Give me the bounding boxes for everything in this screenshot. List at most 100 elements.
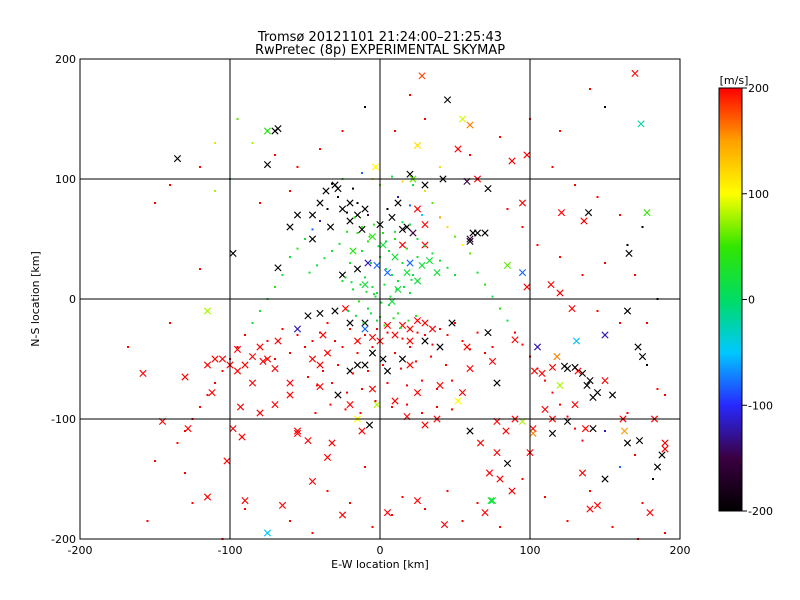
- data-point-dot: [484, 352, 486, 354]
- data-point-dot: [344, 408, 347, 411]
- data-point-x-marker: [601, 377, 609, 385]
- data-point-dot: [445, 364, 447, 366]
- data-point-dot: [446, 334, 449, 336]
- data-point-dot: [391, 406, 393, 408]
- data-point-dot: [634, 454, 636, 456]
- data-point-dot: [400, 367, 402, 370]
- data-point-x-marker: [398, 225, 407, 233]
- data-point-x-marker: [271, 401, 279, 409]
- data-point-dot: [386, 331, 389, 334]
- data-point-x-marker: [403, 269, 411, 277]
- data-point-dot: [326, 208, 329, 210]
- data-point-x-marker: [353, 361, 362, 369]
- data-point-x-marker: [623, 307, 632, 315]
- data-point-x-marker: [346, 319, 354, 327]
- data-point-x-marker: [601, 331, 609, 339]
- data-point-x-marker: [409, 229, 417, 237]
- data-point-x-marker: [421, 337, 429, 345]
- data-point-x-marker: [586, 377, 594, 385]
- data-point-x-marker: [238, 433, 246, 441]
- data-point-dot: [401, 221, 404, 224]
- data-point-dot: [544, 379, 546, 382]
- data-point-x-marker: [323, 349, 332, 357]
- data-point-dot: [376, 328, 378, 330]
- data-point-dot: [377, 245, 380, 248]
- data-point-dot: [395, 288, 398, 291]
- data-point-x-marker: [323, 453, 332, 461]
- data-point-dot: [421, 412, 423, 414]
- data-point-x-marker: [394, 199, 402, 207]
- data-point-dot: [214, 382, 216, 384]
- data-point-dot: [559, 130, 561, 132]
- data-point-x-marker: [541, 405, 549, 413]
- data-point-x-marker: [256, 343, 264, 351]
- data-point-dot: [199, 406, 201, 408]
- data-point-dot: [664, 532, 666, 534]
- data-point-dot: [380, 301, 383, 304]
- data-point-dot: [337, 196, 339, 198]
- data-point-dot: [370, 312, 372, 315]
- data-point-dot: [365, 290, 368, 293]
- data-point-dot: [446, 490, 449, 492]
- data-point-x-marker: [484, 185, 492, 193]
- data-point-x-marker: [458, 389, 467, 397]
- data-point-x-marker: [406, 361, 414, 369]
- data-point-dot: [361, 388, 363, 390]
- data-point-dot: [401, 180, 404, 183]
- data-point-dot: [469, 252, 471, 255]
- data-point-dot: [289, 520, 291, 522]
- data-point-x-marker: [263, 529, 272, 537]
- data-point-dot: [424, 334, 426, 336]
- colorbar-tick-label: -100: [748, 399, 773, 412]
- data-point-x-marker: [443, 96, 452, 104]
- data-point-dot: [371, 346, 374, 348]
- data-point-x-marker: [484, 329, 492, 337]
- data-point-dot: [385, 240, 387, 243]
- x-tick-label: 0: [377, 544, 384, 557]
- data-point-dot: [364, 466, 366, 468]
- data-point-dot: [304, 346, 306, 348]
- data-point-dot: [394, 230, 396, 233]
- data-point-dot: [251, 142, 254, 144]
- data-point-x-marker: [349, 247, 357, 255]
- data-point-dot: [491, 295, 494, 298]
- data-point-x-marker: [503, 261, 512, 269]
- data-point-x-marker: [634, 343, 642, 351]
- data-point-dot: [367, 370, 369, 372]
- data-point-x-marker: [548, 363, 557, 371]
- data-point-dot: [430, 355, 432, 358]
- data-point-x-marker: [218, 355, 227, 363]
- data-point-dot: [514, 331, 516, 334]
- data-point-dot: [626, 244, 629, 246]
- data-point-x-marker: [293, 429, 302, 437]
- data-point-dot: [319, 331, 321, 334]
- data-point-x-marker: [331, 307, 339, 315]
- data-point-dot: [596, 196, 599, 198]
- data-point-x-marker: [425, 257, 434, 265]
- data-point-x-marker: [493, 379, 501, 387]
- data-point-x-marker: [368, 385, 377, 393]
- data-point-dot: [626, 412, 629, 414]
- data-point-dot: [382, 232, 384, 234]
- data-point-x-marker: [173, 155, 182, 163]
- data-point-x-marker: [316, 361, 324, 369]
- data-point-dot: [199, 268, 201, 270]
- data-point-dot: [439, 166, 441, 168]
- data-point-x-marker: [278, 501, 287, 509]
- data-point-x-marker: [316, 309, 324, 317]
- data-point-dot: [274, 358, 276, 360]
- data-point-dot: [415, 314, 417, 317]
- data-point-x-marker: [368, 349, 377, 357]
- data-point-x-marker: [373, 261, 381, 269]
- data-point-x-marker: [338, 205, 347, 213]
- data-point-x-marker: [518, 269, 527, 277]
- data-point-x-marker: [379, 241, 387, 249]
- data-point-dot: [349, 328, 351, 330]
- data-point-x-marker: [248, 379, 257, 387]
- data-point-dot: [326, 322, 329, 324]
- data-point-dot: [326, 490, 329, 492]
- data-point-dot: [364, 276, 366, 279]
- data-point-dot: [491, 346, 494, 348]
- data-point-x-marker: [553, 353, 561, 361]
- data-point-x-marker: [625, 249, 633, 257]
